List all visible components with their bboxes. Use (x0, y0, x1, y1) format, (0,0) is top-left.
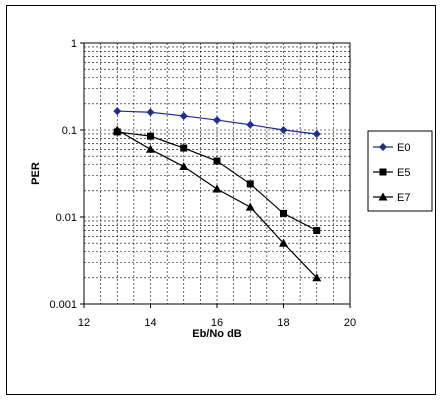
data-point (279, 126, 288, 134)
y-tick-label: 1 (71, 38, 77, 50)
data-point (146, 108, 155, 117)
data-point (146, 144, 155, 153)
y-tick-label: 0.001 (49, 299, 77, 311)
chart-grid (84, 43, 350, 304)
legend-item-e7: E7 (373, 192, 410, 204)
data-point (280, 209, 287, 217)
data-point (147, 132, 154, 140)
data-point (279, 238, 288, 247)
y-axis-label: PER (30, 162, 42, 185)
data-point (213, 116, 221, 125)
data-point (313, 226, 321, 234)
legend-marker (378, 192, 388, 201)
series-e0 (113, 107, 321, 138)
y-tick-label: 0.1 (62, 125, 77, 137)
chart-frame (6, 5, 436, 395)
legend-label: E0 (397, 142, 410, 154)
data-point (112, 125, 122, 134)
data-point (180, 144, 188, 152)
legend: E0 E5 E7 (367, 130, 433, 212)
legend-label: E5 (397, 167, 410, 179)
data-point (246, 120, 255, 129)
legend-box (367, 130, 433, 212)
x-tick-label: 20 (344, 317, 356, 329)
data-point (179, 111, 188, 120)
legend-label: E7 (397, 192, 410, 204)
legend-marker (379, 168, 387, 176)
y-tick-label: 0.01 (56, 212, 77, 224)
data-point (312, 129, 321, 138)
data-point (246, 180, 254, 188)
legend-marker (379, 143, 387, 151)
x-tick-label: 12 (78, 317, 90, 329)
legend-item-e5: E5 (373, 167, 410, 179)
data-point (213, 157, 221, 165)
data-point (245, 202, 255, 211)
data-point (179, 162, 189, 171)
x-tick-label: 18 (277, 317, 289, 329)
x-tick-label: 14 (144, 317, 156, 329)
data-point (312, 273, 322, 282)
x-axis-label: Eb/No dB (192, 328, 242, 340)
legend-item-e0: E0 (373, 142, 410, 154)
series-e7 (112, 125, 322, 282)
series-layer (112, 107, 322, 282)
x-axis: 12 14 16 18 20 (78, 304, 356, 329)
data-point (212, 184, 222, 193)
data-point (113, 107, 122, 116)
x-tick-label: 16 (211, 317, 223, 329)
y-axis: 0.001 0.01 0.1 1 (49, 38, 84, 311)
